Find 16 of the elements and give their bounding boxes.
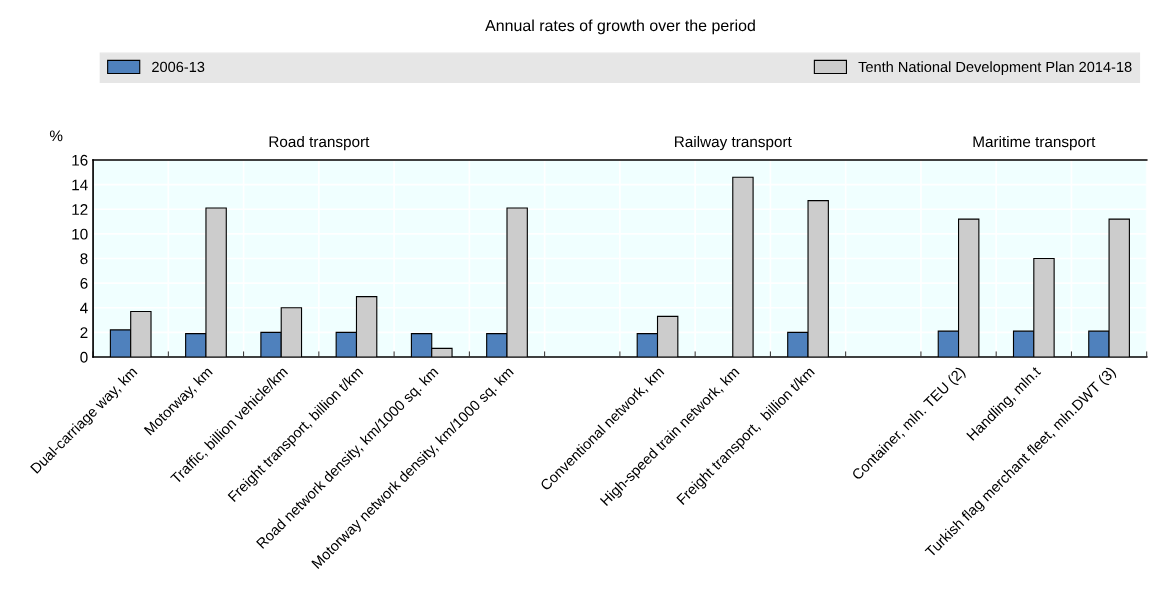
- y-tick-label: 4: [80, 302, 88, 314]
- text: Road transport: [269, 135, 370, 151]
- y-tick-label: 10: [72, 228, 88, 240]
- y-tick-label: 16: [72, 154, 88, 166]
- legend-label: 2006-13: [152, 61, 205, 73]
- y-axis-title: %: [49, 130, 63, 142]
- y-tick-label: 12: [72, 204, 88, 215]
- y-tick-label: 2: [80, 327, 88, 338]
- y-tick-label: 14: [72, 179, 88, 191]
- y-tick-label: 6: [80, 277, 88, 289]
- text: Railway transport: [675, 135, 792, 151]
- y-tick-label: 8: [80, 253, 88, 265]
- chart-title: Annual rates of growth over the period: [485, 19, 755, 35]
- y-tick-label: 0: [80, 351, 88, 363]
- legend-label: Tenth National Development Plan 2014-18: [858, 61, 1132, 75]
- text: Maritime transport: [973, 135, 1096, 151]
